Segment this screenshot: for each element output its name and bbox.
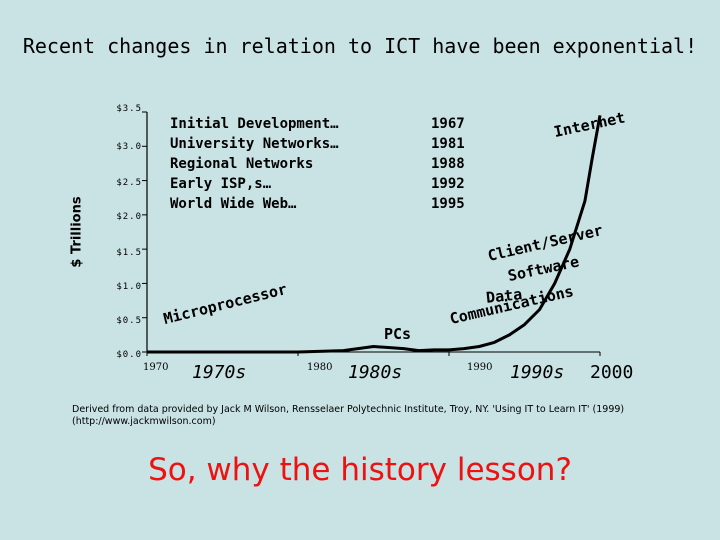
event-years-list: 1967 1981 1988 1992 1995 [431,114,465,214]
growth-curve-line [147,115,602,354]
event-year: 1995 [431,196,465,212]
y-tick-label: $0.0 [116,350,142,360]
y-tick-label: $2.0 [116,212,142,222]
event-name: Regional Networks [170,156,314,172]
x-era-label: 1990s [510,362,565,383]
event-year: 1967 [431,116,465,132]
y-tick-label: $3.0 [116,142,142,152]
event-name: Early ISP,s… [170,176,272,192]
x-era-label: 1980s [348,362,403,383]
y-tick-label: $0.5 [116,316,142,326]
event-year: 1988 [431,156,465,172]
y-tick-label: $1.5 [116,248,142,258]
slide-title: Recent changes in relation to ICT have b… [22,34,698,58]
x-era-label: 1970s [192,362,247,383]
y-tick-label: $2.5 [116,178,142,188]
event-names-list: Initial Development… University Networks… [170,114,339,214]
y-tick-label: $3.5 [116,104,142,114]
x-tick-label: 1980 [307,362,333,373]
x-tick-label: 1990 [467,362,493,373]
event-name: World Wide Web… [170,196,297,212]
y-tick-label: $1.0 [116,282,142,292]
x-era-label: 2000 [590,362,634,383]
source-citation: Derived from data provided by Jack M Wil… [72,404,625,427]
closing-question: So, why the history lesson? [148,452,572,488]
event-name: University Networks… [170,136,339,152]
event-year: 1981 [431,136,465,152]
x-tick-label: 1970 [143,362,169,373]
event-name: Initial Development… [170,116,339,132]
annotation-pcs: PCs [384,325,412,343]
event-year: 1992 [431,176,465,192]
